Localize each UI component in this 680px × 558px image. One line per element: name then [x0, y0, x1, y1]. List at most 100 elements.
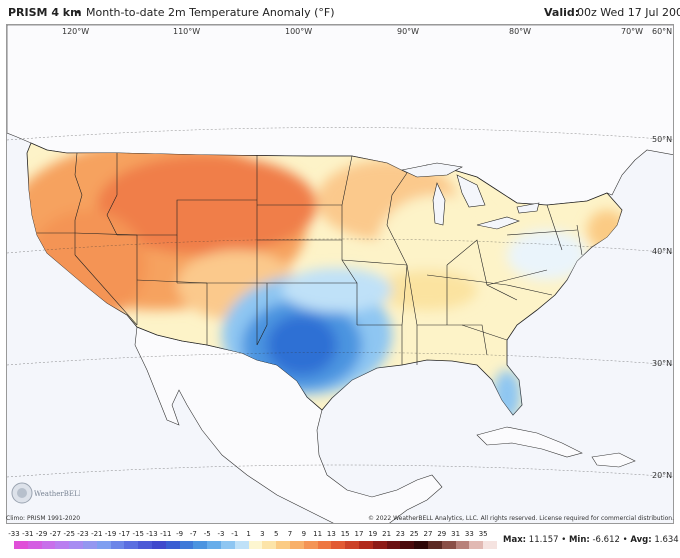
- colorbar-tick: 29: [437, 530, 447, 538]
- colorbar-swatch: [331, 541, 346, 549]
- colorbar-swatch: [386, 541, 401, 549]
- colorbar-tick: 7: [287, 530, 293, 538]
- colorbar-tick: -33: [8, 530, 20, 538]
- map-svg: [7, 25, 673, 523]
- lon-label-70w: 70°W: [621, 27, 644, 36]
- colorbar-tick: 5: [273, 530, 279, 538]
- colorbar-swatch: [428, 541, 442, 549]
- colorbar-tick: -21: [91, 530, 103, 538]
- product-label: PRISM 4 km: [8, 6, 82, 19]
- map-title: Month-to-date 2m Temperature Anomaly (°F…: [86, 6, 335, 19]
- lon-label-110w: 110°W: [173, 27, 201, 36]
- colorbar-swatch: [165, 541, 180, 549]
- lat-label-50n: 50°N: [652, 135, 673, 144]
- lon-label-90w: 90°W: [397, 27, 420, 36]
- colorbar-tick: -25: [63, 530, 75, 538]
- colorbar-tick: 25: [409, 530, 419, 538]
- colorbar-tick: -5: [203, 530, 211, 538]
- max-label: Max:: [503, 535, 527, 545]
- climo-credit: Climo: PRISM 1991-2020: [6, 515, 81, 522]
- lat-label-60n: 60°N: [652, 27, 673, 36]
- colorbar-swatch: [303, 541, 318, 549]
- map-panel: 120°W 110°W 100°W 90°W 80°W 70°W 60°N 50…: [6, 24, 674, 524]
- colorbar-swatch: [400, 541, 415, 549]
- hispaniola-land: [591, 452, 636, 468]
- colorbar-tick: 33: [464, 530, 474, 538]
- valid-label: Valid:: [544, 6, 580, 19]
- min-value: -6.612: [592, 535, 620, 545]
- colorbar-swatch: [276, 541, 290, 549]
- lat-label-20n: 20°N: [652, 471, 673, 480]
- lon-label-100w: 100°W: [285, 27, 313, 36]
- colorbar-swatch: [55, 541, 70, 549]
- colorbar-tick: 31: [451, 530, 461, 538]
- colorbar-tick: 13: [326, 530, 336, 538]
- colorbar-swatch: [290, 541, 304, 549]
- stats-sep-1: •: [561, 535, 567, 545]
- stats-readout: Max: 11.157 • Min: -6.612 • Avg: 1.634: [503, 535, 679, 545]
- colorbar-tick: 35: [478, 530, 488, 538]
- avg-label: Avg:: [630, 535, 652, 545]
- colorbar-tick: -3: [217, 530, 225, 538]
- colorbar-tick: -27: [49, 530, 62, 538]
- colorbar-tick: -7: [189, 530, 197, 538]
- colorbar-swatch: [152, 541, 166, 549]
- colorbar-tick: 27: [423, 530, 433, 538]
- colorbar-swatch: [179, 541, 194, 549]
- colorbar-swatch: [193, 541, 208, 549]
- colorbar-swatch: [83, 541, 97, 549]
- colorbar-tick: -9: [176, 530, 184, 538]
- state-boundaries: [37, 152, 583, 365]
- logo-text: WeatherBELL: [34, 490, 80, 498]
- colorbar-tick: 19: [368, 530, 378, 538]
- lat-label-30n: 30°N: [652, 359, 673, 368]
- stats-sep-2: •: [622, 535, 628, 545]
- colorbar-tick: 11: [313, 530, 323, 538]
- colorbar-swatch: [469, 541, 484, 549]
- colorbar-tick: -17: [118, 530, 131, 538]
- colorbar-swatch: [41, 541, 56, 549]
- colorbar-swatch: [69, 541, 83, 549]
- colorbar-tick: 21: [382, 530, 392, 538]
- valid-time: 00z Wed 17 Jul 2002: [577, 6, 680, 19]
- lon-label-80w: 80°W: [509, 27, 532, 36]
- great-lakes: [401, 162, 540, 230]
- colorbar-tick: 15: [340, 530, 350, 538]
- weatherbell-logo-mark: WeatherBELL: [11, 482, 84, 504]
- map-header: PRISM 4 km • Month-to-date 2m Temperatur…: [0, 0, 680, 24]
- colorbar-swatch: [345, 541, 359, 549]
- lat-label-40n: 40°N: [652, 247, 673, 256]
- header-bullet: •: [75, 6, 82, 19]
- cuba-land: [476, 426, 583, 458]
- avg-value: 1.634: [654, 535, 679, 545]
- colorbar-swatch: [262, 541, 277, 549]
- colorbar-tick: 23: [395, 530, 405, 538]
- colorbar-swatch: [248, 541, 263, 549]
- colorbar-swatch: [234, 541, 249, 549]
- colorbar-tick: -29: [35, 530, 48, 538]
- colorbar-swatch: [124, 541, 139, 549]
- colorbar: -33 -31 -29 -27 -25 -23 -21 -19 -17 -15 -13 -11 -9 -7…: [8, 530, 497, 558]
- copyright-credit: © 2022 WeatherBELL Analytics, LLC. All r…: [368, 515, 674, 522]
- colorbar-tick: -31: [22, 530, 34, 538]
- colorbar-swatch: [27, 541, 42, 549]
- colorbar-tick: -13: [146, 530, 158, 538]
- colorbar-swatch: [207, 541, 221, 549]
- colorbar-swatch: [96, 541, 111, 549]
- colorbar-swatch: [138, 541, 152, 549]
- min-label: Min:: [568, 535, 590, 545]
- colorbar-swatch: [221, 541, 235, 549]
- colorbar-tick: 1: [246, 530, 251, 538]
- colorbar-swatch: [455, 541, 470, 549]
- colorbar-tick: 3: [260, 530, 265, 538]
- colorbar-swatch: [441, 541, 456, 549]
- colorbar-tick: 17: [354, 530, 364, 538]
- colorbar-tick: 9: [301, 530, 307, 538]
- colorbar-swatch: [14, 541, 28, 549]
- colorbar-swatch: [359, 541, 373, 549]
- lon-label-120w: 120°W: [62, 27, 90, 36]
- max-value: 11.157: [528, 535, 559, 545]
- credits-bar: Climo: PRISM 1991-2020 © 2022 WeatherBEL…: [6, 515, 674, 525]
- colorbar-tick: -1: [231, 530, 239, 538]
- colorbar-tick: -11: [160, 530, 172, 538]
